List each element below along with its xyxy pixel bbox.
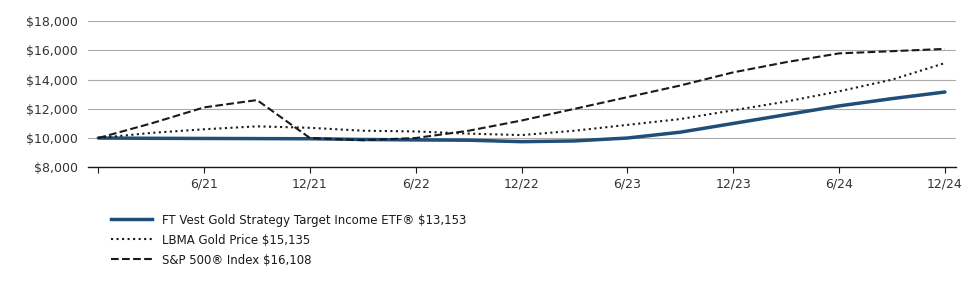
- Legend: FT Vest Gold Strategy Target Income ETF® $13,153, LBMA Gold Price $15,135, S&P 5: FT Vest Gold Strategy Target Income ETF®…: [111, 214, 466, 267]
